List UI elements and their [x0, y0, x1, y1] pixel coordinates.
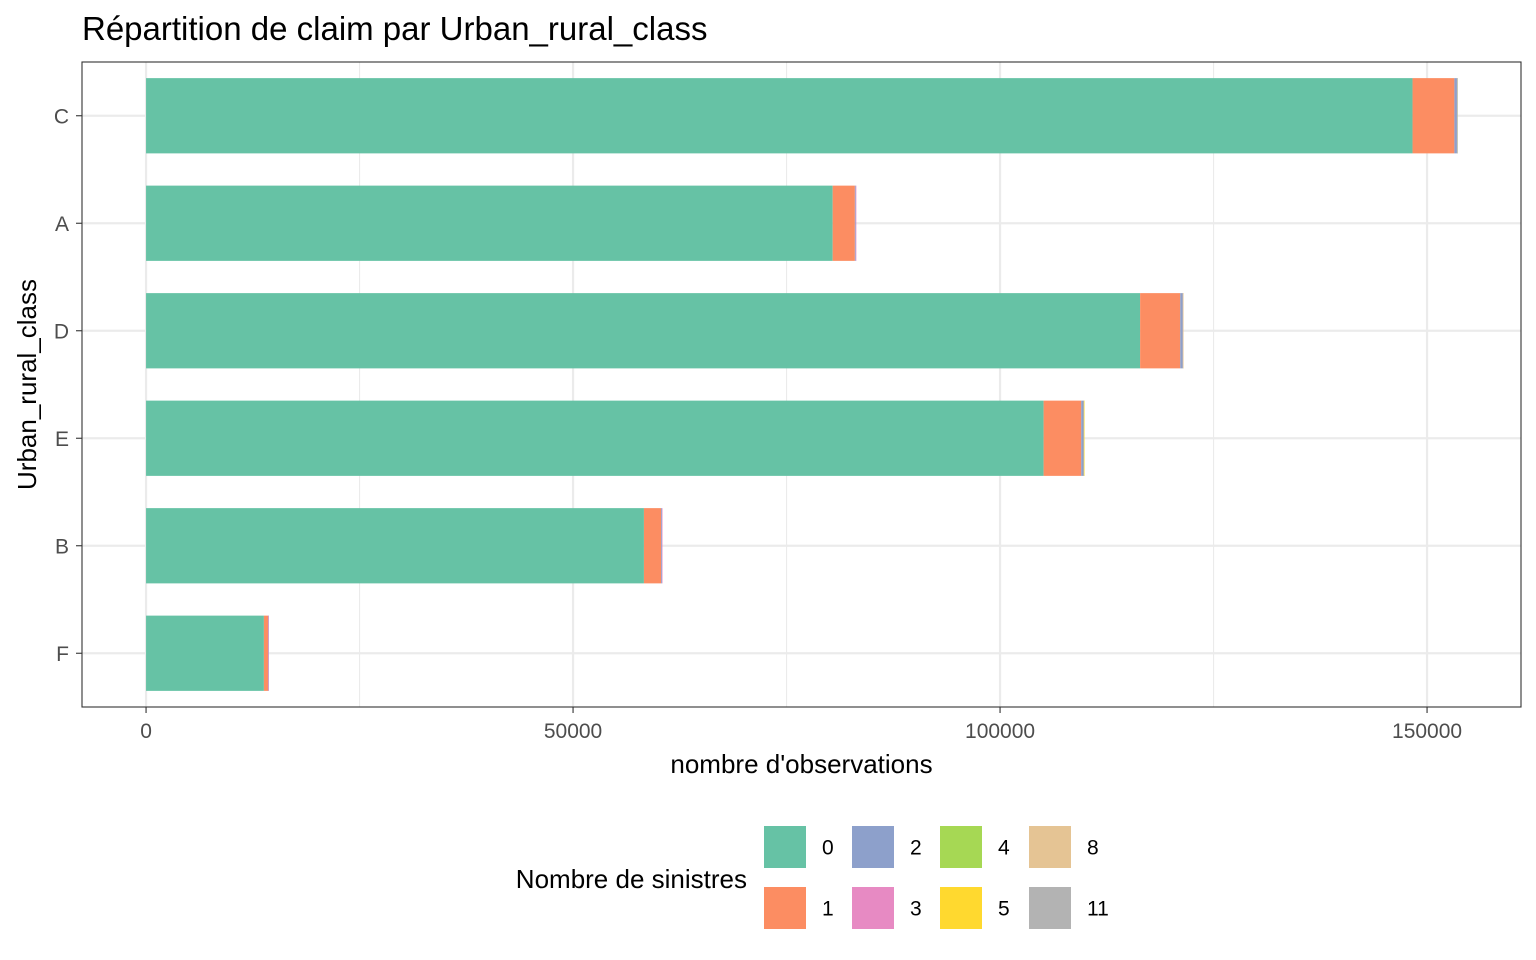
legend-label-8: 8	[1087, 837, 1099, 860]
bar-c-claims-11	[1457, 78, 1458, 154]
bar-d-claims-2	[1180, 293, 1183, 369]
bar-a-claims-1	[832, 185, 855, 261]
legend-label-4: 4	[998, 837, 1010, 860]
grid	[82, 62, 1521, 707]
legend-label-3: 3	[910, 898, 922, 921]
bar-e-claims-2	[1081, 400, 1084, 476]
bar-c-claims-2	[1454, 78, 1457, 154]
bar-a-claims-3	[855, 185, 857, 261]
y-tick-label-d: D	[54, 320, 69, 343]
bar-f-claims-1	[263, 615, 269, 691]
y-tick-label-f: F	[56, 643, 69, 666]
legend-label-1: 1	[822, 898, 834, 921]
bar-d-claims-0	[146, 293, 1141, 369]
bar-d-claims-8	[1182, 293, 1184, 369]
bar-f-claims-0	[146, 615, 264, 691]
bar-e-claims-5	[1083, 400, 1085, 476]
legend-key-5	[940, 887, 982, 929]
bar-b-claims-0	[146, 508, 644, 584]
legend-key-0	[764, 826, 806, 868]
bar-f-claims-3	[268, 615, 269, 691]
legend-label-2: 2	[910, 837, 922, 860]
legend-key-2	[852, 826, 894, 868]
bar-e-claims-1	[1043, 400, 1082, 476]
y-axis-title: Urban_rural_class	[12, 279, 42, 490]
x-tick-label: 100000	[965, 720, 1035, 743]
bar-b-claims-3	[661, 508, 663, 584]
y-tick-label-e: E	[55, 428, 69, 451]
bar-b-claims-2	[661, 508, 662, 584]
legend-key-4	[940, 826, 982, 868]
x-tick-label: 50000	[544, 720, 602, 743]
legend-label-0: 0	[822, 837, 834, 860]
panel-border	[81, 61, 1522, 708]
bar-b-claims-1	[643, 508, 662, 584]
legend: Nombre de sinistres 0 1 2 3 4 5 8 11	[516, 826, 1109, 929]
bar-a-claims-2	[854, 185, 856, 261]
axes: 0 50000 100000 150000 C A D E B F	[54, 105, 1462, 743]
chart-title: Répartition de claim par Urban_rural_cla…	[82, 10, 707, 47]
x-tick-label: 0	[140, 720, 152, 743]
bar-e-claims-0	[146, 400, 1044, 476]
y-tick-label-c: C	[54, 105, 69, 128]
legend-key-1	[764, 887, 806, 929]
y-tick-label-a: A	[55, 213, 69, 236]
legend-key-3	[852, 887, 894, 929]
y-tick-label-b: B	[55, 535, 69, 558]
legend-label-5: 5	[998, 898, 1010, 921]
x-tick-label: 150000	[1392, 720, 1462, 743]
bar-d-claims-1	[1140, 293, 1181, 369]
x-axis-title: nombre d'observations	[670, 749, 932, 779]
legend-key-8	[1029, 826, 1071, 868]
legend-title: Nombre de sinistres	[516, 864, 747, 894]
bars	[146, 78, 1458, 691]
legend-label-11: 11	[1087, 898, 1109, 921]
legend-key-11	[1029, 887, 1071, 929]
bar-c-claims-1	[1412, 78, 1455, 154]
bar-c-claims-0	[146, 78, 1413, 154]
bar-a-claims-0	[146, 185, 833, 261]
